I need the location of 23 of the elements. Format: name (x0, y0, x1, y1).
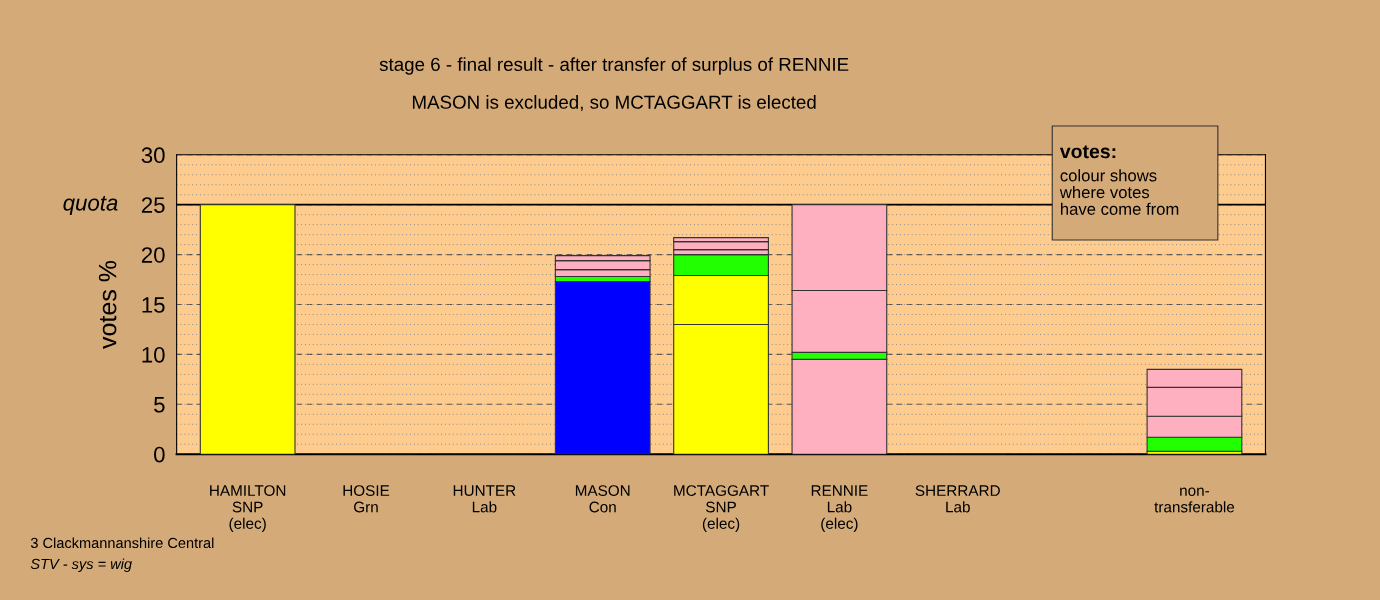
text: 3 Clackmannanshire Central (30, 537, 214, 549)
ref-line-label: quota (63, 196, 118, 216)
y-tick-label: 25 (141, 197, 165, 213)
y-tick-label: 20 (141, 247, 165, 263)
x-tick-label: HUNTER Lab (453, 485, 516, 513)
x-tick-label: MASON Con (575, 485, 630, 513)
x-tick-label: SHERRARD Lab (915, 485, 1000, 513)
y-axis-title: votes % (98, 260, 117, 349)
x-tick-label: MCTAGGART SNP (elec) (674, 485, 769, 532)
y-tick-label: 5 (154, 397, 165, 413)
x-tick-label: RENNIE Lab (elec) (811, 485, 868, 532)
y-tick-label: 0 (154, 446, 165, 463)
y-tick-label: 10 (142, 346, 165, 363)
annotation: colour shows where votes have come from (1059, 169, 1179, 215)
chart-title: stage 6 - final result - after transfer of surplus of RENNIE (379, 57, 849, 75)
annotation: votes: (1059, 145, 1116, 159)
x-tick-label: non- transferable (1154, 487, 1235, 513)
text: STV - sys = wig (30, 558, 132, 572)
x-tick-label: HOSIE Grn (343, 485, 390, 513)
y-tick-label: 15 (142, 297, 165, 313)
x-tick-label: HAMILTON SNP (elec) (210, 485, 286, 532)
y-tick-label: 30 (141, 147, 165, 164)
chart-subtitle: MASON is excluded, so MCTAGGART is elected (412, 95, 816, 112)
